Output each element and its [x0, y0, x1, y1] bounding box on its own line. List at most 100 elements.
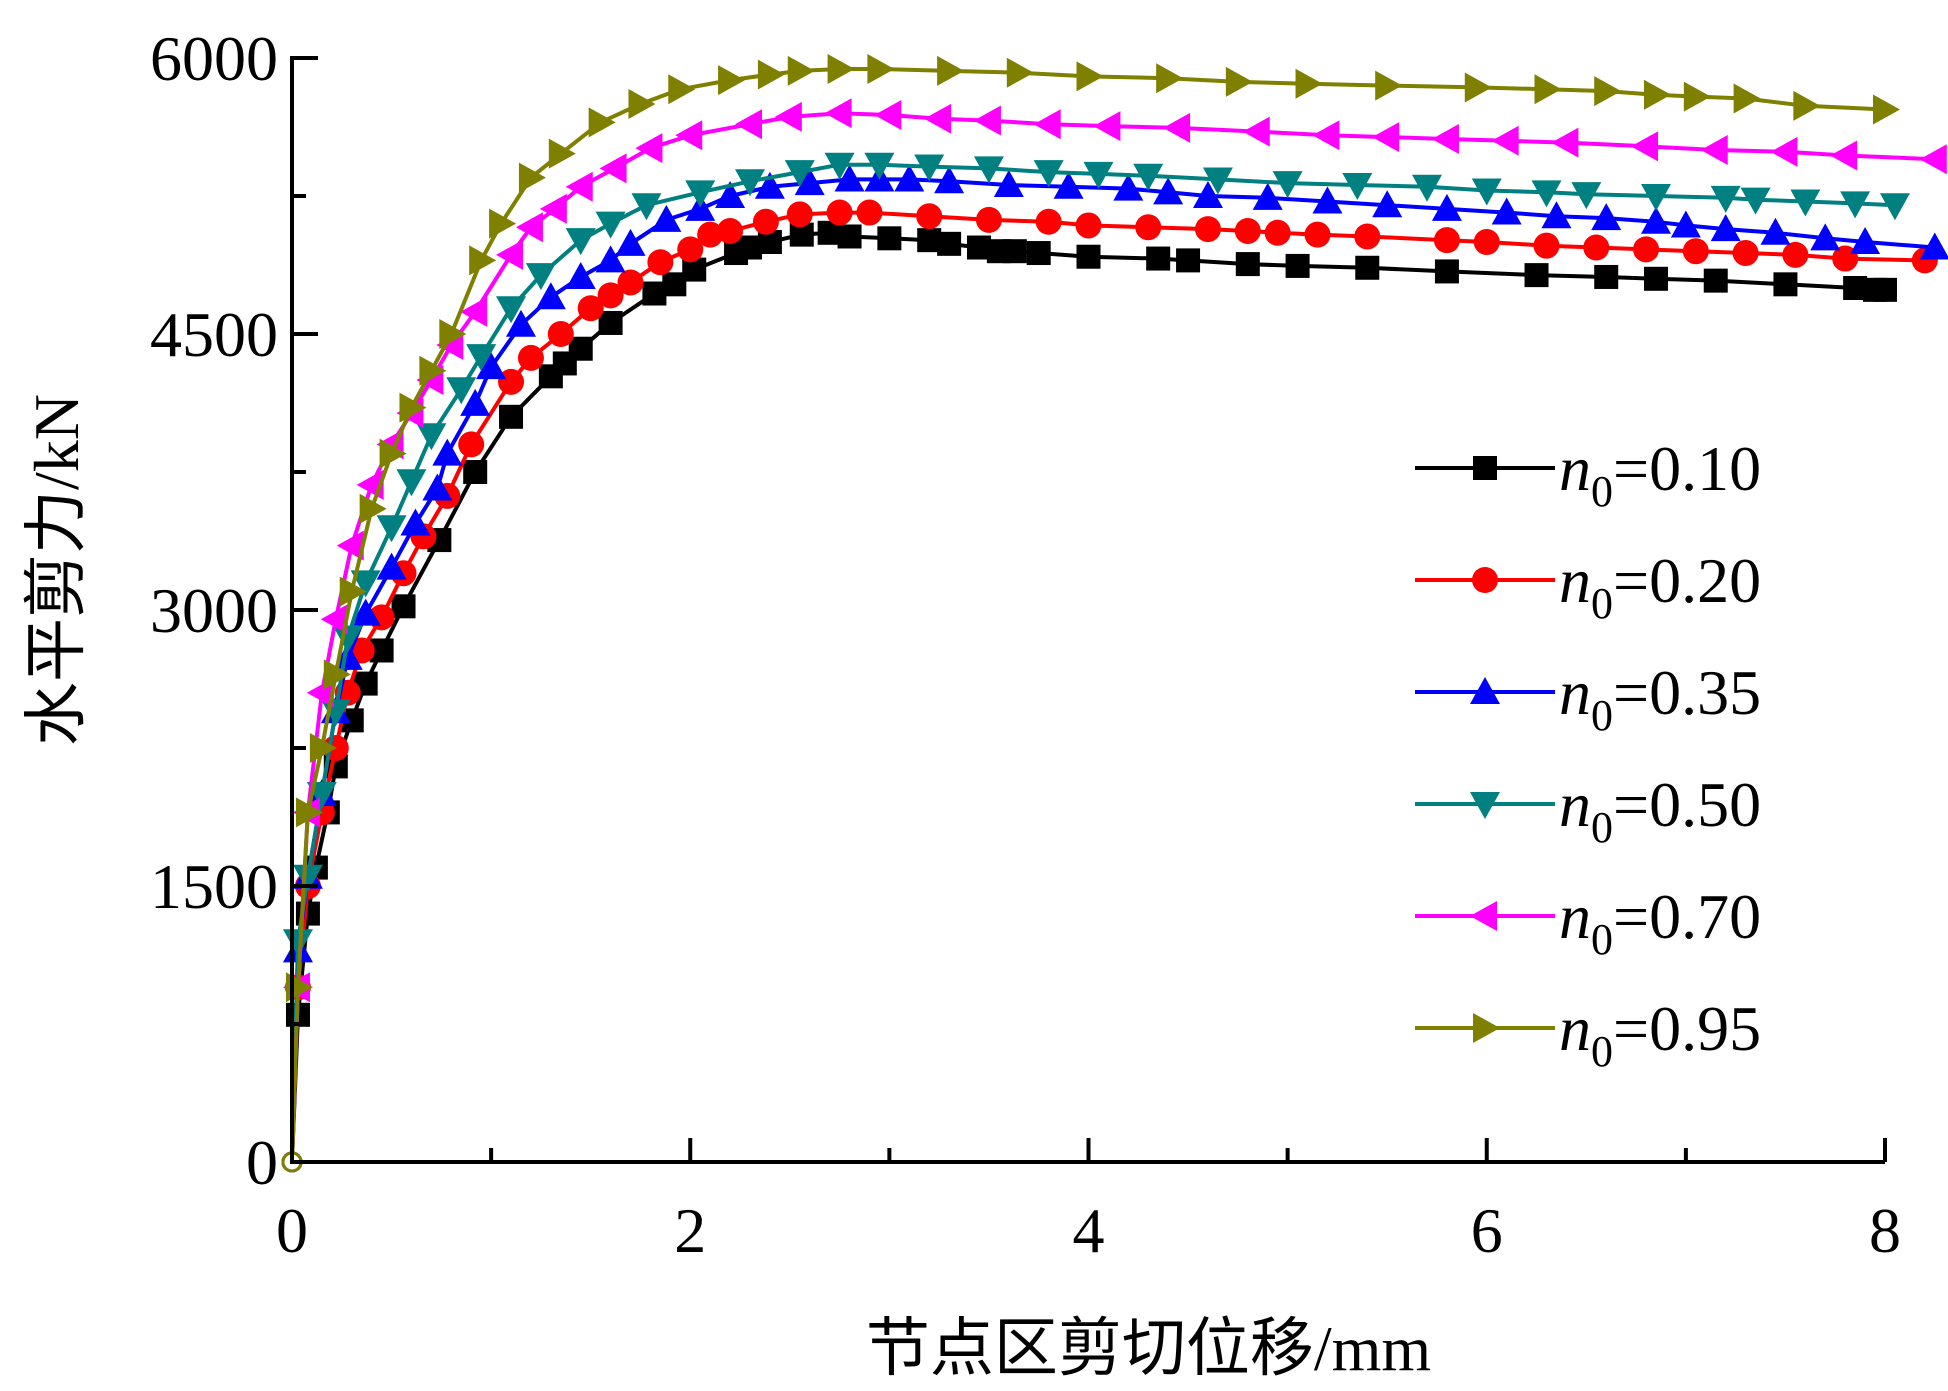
series-5: [281, 54, 1900, 1173]
data-point: [565, 261, 596, 289]
data-point: [568, 336, 593, 361]
data-point: [458, 431, 485, 458]
data-point: [1076, 244, 1101, 269]
data-point: [1740, 187, 1771, 215]
data-point: [1644, 79, 1672, 110]
data-point: [1433, 227, 1460, 254]
data-point: [1075, 212, 1102, 239]
data-point: [794, 168, 825, 196]
data-point: [1531, 180, 1562, 208]
data-point: [595, 211, 626, 239]
data-point: [1355, 255, 1380, 280]
data-point: [1372, 190, 1403, 218]
data-point: [635, 133, 663, 164]
legend-item: n0=0.95: [1415, 993, 1761, 1076]
data-point: [615, 228, 646, 256]
data-point: [466, 344, 497, 372]
data-point: [1093, 111, 1121, 142]
data-point: [1770, 136, 1798, 167]
legend-label: n0=0.50: [1559, 769, 1761, 852]
legend-label: n0=0.95: [1559, 993, 1761, 1076]
data-point: [937, 55, 965, 86]
data-point: [1873, 94, 1900, 125]
data-point: [1524, 263, 1549, 288]
data-point: [1242, 116, 1270, 147]
data-point: [282, 929, 313, 957]
data-point: [975, 206, 1002, 233]
data-point: [1471, 178, 1502, 206]
y-axis-title: 水平剪力/kN: [21, 394, 92, 746]
data-point: [1264, 219, 1291, 246]
data-point: [715, 181, 746, 208]
data-point: [677, 236, 704, 263]
legend-label: n0=0.20: [1559, 545, 1761, 628]
data-point: [463, 460, 488, 484]
data-point: [359, 493, 387, 524]
data-point: [295, 797, 323, 828]
data-point: [1083, 161, 1114, 189]
y-tick-label: 1500: [150, 851, 278, 922]
data-point: [675, 120, 703, 151]
data-point: [1006, 57, 1034, 88]
data-point: [757, 59, 785, 90]
data-point: [599, 153, 627, 184]
data-point: [1810, 223, 1841, 251]
data-point: [1700, 135, 1728, 165]
data-point: [1113, 173, 1144, 201]
legend-label: n0=0.10: [1559, 433, 1761, 516]
data-point: [1235, 252, 1260, 277]
data-point: [1312, 120, 1340, 151]
data-point: [1464, 72, 1492, 103]
x-tick-label: 4: [1073, 1195, 1105, 1266]
data-point: [1002, 239, 1027, 264]
data-point: [1225, 66, 1253, 97]
data-point: [718, 65, 746, 96]
data-point: [787, 55, 815, 86]
data-point: [826, 199, 853, 226]
data-point: [1879, 193, 1910, 221]
data-point: [1773, 272, 1798, 297]
series-line: [290, 177, 1935, 1163]
data-point: [734, 109, 762, 140]
y-tick-label: 0: [246, 1127, 278, 1198]
data-point: [717, 217, 744, 244]
data-point: [595, 245, 626, 273]
data-point: [1192, 181, 1223, 208]
data-point: [1583, 234, 1610, 261]
data-point: [864, 152, 895, 180]
data-point: [1633, 236, 1660, 263]
data-point: [824, 98, 852, 129]
data-point: [489, 208, 517, 239]
data-point: [1732, 240, 1759, 267]
data-point: [631, 193, 662, 221]
data-point: [292, 864, 323, 892]
data-point: [1234, 217, 1261, 244]
data-point: [916, 203, 943, 230]
data-point: [320, 604, 348, 635]
data-point: [1541, 201, 1572, 229]
data-point: [1431, 123, 1459, 154]
legend-item: n0=0.35: [1415, 657, 1761, 740]
data-point: [422, 473, 453, 501]
data-point: [332, 625, 363, 653]
x-tick-label: 2: [674, 1195, 706, 1266]
data-point: [874, 100, 902, 131]
data-point: [651, 204, 682, 232]
data-point: [498, 368, 525, 395]
data-point: [1703, 268, 1728, 293]
legend-marker: [1470, 792, 1500, 819]
data-point: [1641, 206, 1672, 234]
data-point: [1156, 63, 1184, 94]
data-point: [1710, 214, 1741, 242]
data-point: [1873, 277, 1897, 302]
data-point: [518, 162, 546, 193]
legend-item: n0=0.20: [1415, 545, 1761, 628]
data-point: [460, 388, 491, 416]
data-point: [973, 156, 1004, 184]
data-point: [1033, 109, 1061, 140]
data-point: [469, 245, 497, 276]
data-point: [1412, 174, 1443, 202]
y-tick-label: 4500: [150, 299, 278, 370]
data-point: [1760, 217, 1791, 245]
data-point: [379, 438, 407, 469]
